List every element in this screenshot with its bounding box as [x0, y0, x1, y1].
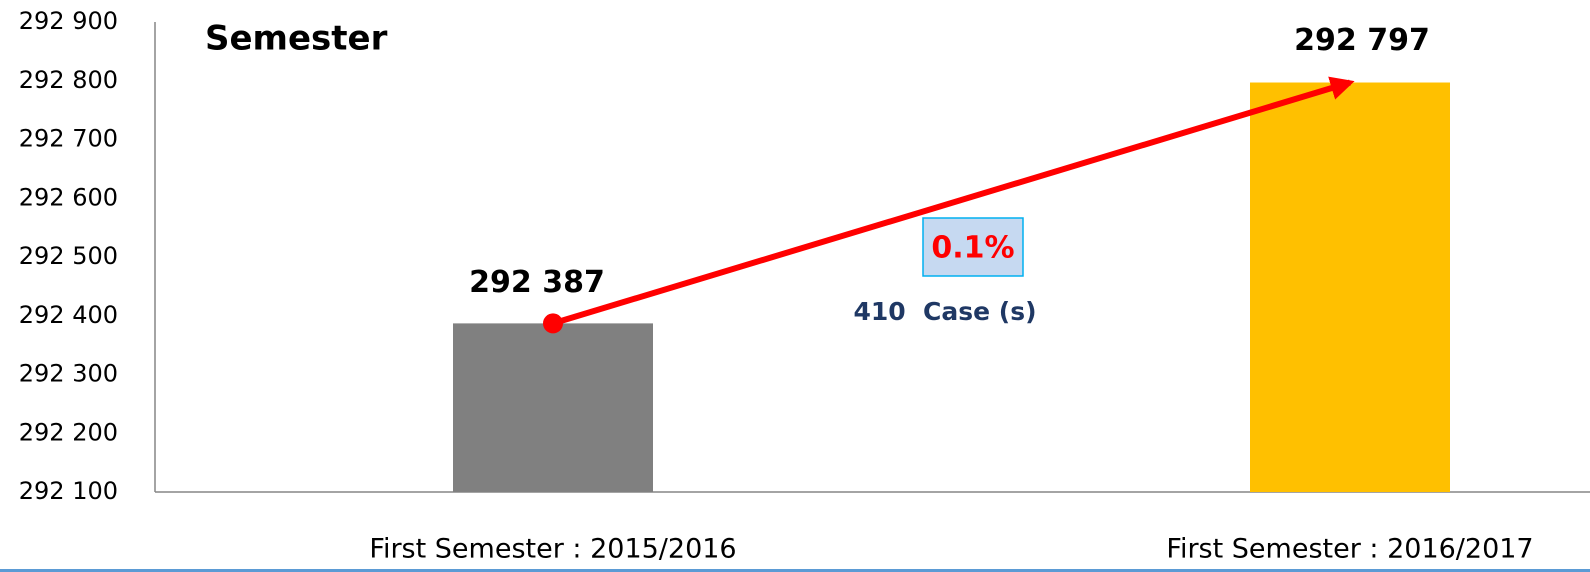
y-tick-label: 292 600	[19, 183, 118, 211]
bar	[1250, 82, 1450, 492]
annotation: 0.1%	[931, 231, 1014, 266]
y-tick-label: 292 700	[19, 125, 118, 153]
x-tick-label: First Semester : 2016/2017	[1166, 534, 1533, 565]
x-tick-label: First Semester : 2015/2016	[369, 534, 736, 565]
chart-title: Semester	[205, 19, 388, 59]
value-label: 292 797	[1294, 23, 1430, 58]
annotation: 410 Case (s)	[853, 297, 1036, 326]
y-tick-label: 292 200	[19, 418, 118, 446]
y-tick-label: 292 800	[19, 66, 118, 94]
y-tick-label: 292 500	[19, 242, 118, 270]
bar	[453, 323, 653, 492]
y-tick-label: 292 400	[19, 301, 118, 329]
value-label: 292 387	[469, 265, 605, 300]
trend-dot	[543, 313, 563, 334]
annotation-box	[922, 217, 1024, 277]
trend-arrow	[552, 76, 1355, 327]
y-tick-label: 292 300	[19, 360, 118, 388]
y-tick-label: 292 100	[19, 477, 118, 505]
y-tick-label: 292 900	[19, 7, 118, 35]
bottom-border	[0, 569, 1590, 572]
